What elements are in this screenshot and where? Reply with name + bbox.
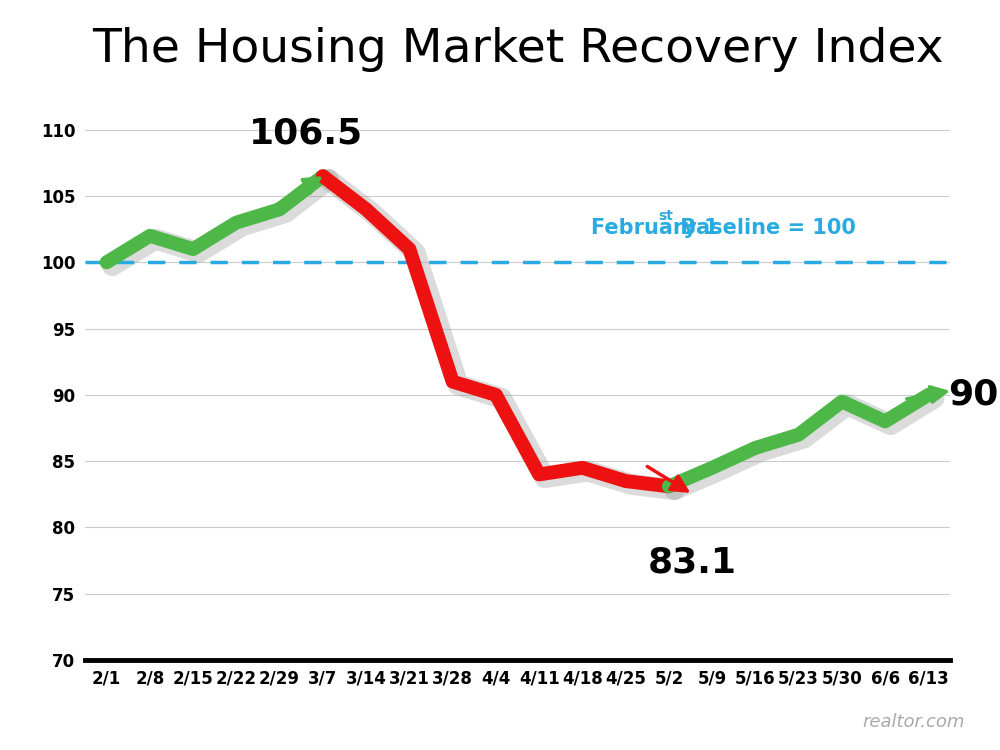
Title: The Housing Market Recovery Index: The Housing Market Recovery Index xyxy=(92,27,943,72)
Text: st: st xyxy=(658,209,673,223)
Text: 83.1: 83.1 xyxy=(647,545,736,580)
Text: 90: 90 xyxy=(948,377,998,411)
Text: 106.5: 106.5 xyxy=(249,116,363,150)
Text: Baseline = 100: Baseline = 100 xyxy=(673,218,856,238)
Text: February 1: February 1 xyxy=(591,218,719,238)
Text: realtor.com: realtor.com xyxy=(863,713,965,731)
